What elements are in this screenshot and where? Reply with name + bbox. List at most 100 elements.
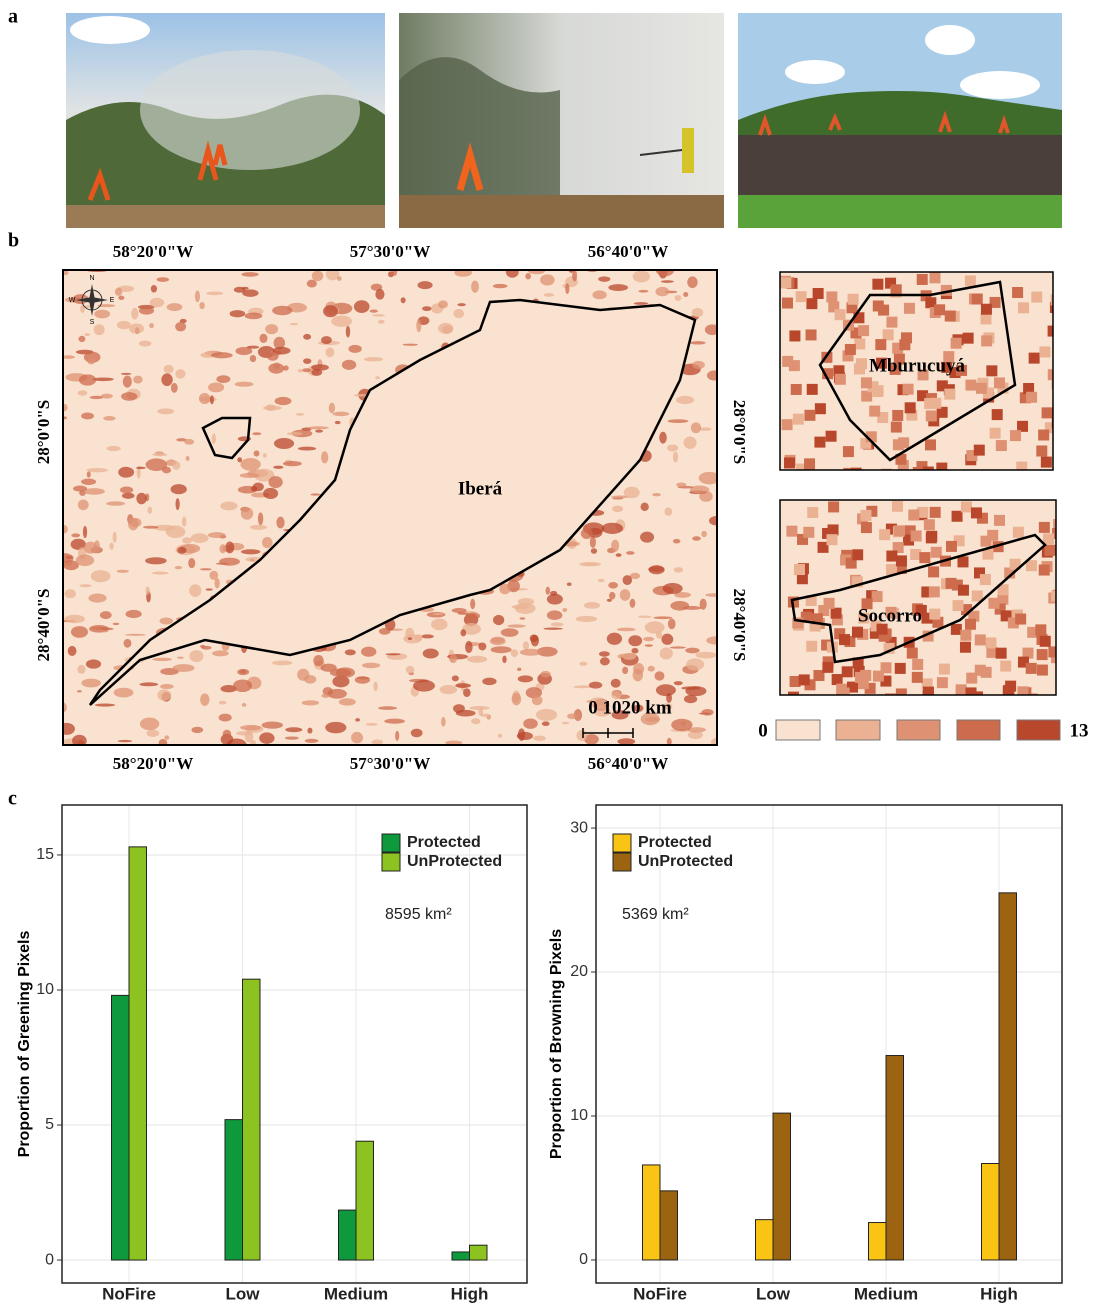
raster-cell bbox=[930, 397, 942, 409]
raster-patch bbox=[220, 501, 238, 511]
legend-label: Protected bbox=[638, 834, 712, 851]
raster-cell bbox=[892, 342, 904, 354]
raster-patch bbox=[460, 629, 467, 637]
raster-cell bbox=[853, 312, 865, 324]
raster-cell bbox=[857, 678, 869, 690]
raster-patch bbox=[621, 652, 637, 660]
raster-patch bbox=[81, 412, 95, 420]
scale-label: 0 1020 km bbox=[588, 697, 672, 718]
raster-cell bbox=[860, 522, 872, 534]
bar bbox=[224, 1119, 243, 1261]
raster-patch bbox=[695, 651, 717, 659]
raster-patch bbox=[297, 446, 317, 451]
raster-cell bbox=[782, 355, 794, 367]
raster-patch bbox=[70, 626, 89, 638]
bar bbox=[242, 978, 261, 1261]
raster-patch bbox=[492, 283, 508, 289]
compass-letter: S bbox=[90, 319, 95, 326]
raster-patch bbox=[644, 644, 654, 647]
raster-patch bbox=[209, 570, 219, 580]
raster-patch bbox=[421, 634, 434, 639]
y-axis-label: Proportion of Browning Pixels bbox=[548, 929, 565, 1159]
raster-patch bbox=[669, 646, 687, 649]
raster-cell bbox=[825, 430, 837, 442]
raster-cell bbox=[908, 509, 920, 521]
raster-cell bbox=[804, 679, 816, 691]
raster-cell bbox=[858, 612, 870, 624]
raster-patch bbox=[502, 655, 507, 664]
raster-patch bbox=[304, 738, 319, 743]
raster-patch bbox=[692, 536, 701, 541]
raster-patch bbox=[655, 631, 663, 639]
raster-patch bbox=[541, 721, 550, 726]
raster-patch bbox=[510, 649, 519, 657]
raster-patch bbox=[163, 364, 174, 374]
mburucuya-outline bbox=[201, 416, 252, 460]
raster-patch bbox=[597, 578, 605, 583]
raster-patch bbox=[388, 271, 394, 278]
raster-patch bbox=[675, 395, 695, 405]
raster-patch bbox=[92, 377, 114, 382]
raster-patch bbox=[226, 738, 247, 745]
raster-patch bbox=[673, 681, 683, 686]
raster-patch bbox=[467, 655, 488, 663]
raster-patch bbox=[540, 274, 555, 286]
raster-cell bbox=[885, 523, 897, 535]
raster-patch bbox=[63, 270, 69, 276]
raster-cell bbox=[878, 630, 890, 642]
raster-cell bbox=[903, 534, 915, 546]
raster-patch bbox=[666, 444, 679, 452]
raster-cell bbox=[899, 339, 911, 351]
raster-cell bbox=[805, 329, 817, 341]
bar bbox=[755, 1219, 774, 1261]
raster-cell bbox=[892, 542, 904, 554]
raster-patch bbox=[356, 676, 370, 680]
raster-cell bbox=[784, 457, 796, 469]
raster-patch bbox=[145, 458, 168, 471]
raster-patch bbox=[451, 607, 467, 613]
raster-cell bbox=[993, 514, 1005, 526]
raster-cell bbox=[839, 634, 851, 646]
raster-cell bbox=[995, 647, 1007, 659]
raster-patch bbox=[410, 728, 423, 738]
raster-patch bbox=[573, 685, 593, 689]
raster-cell bbox=[822, 368, 834, 380]
raster-cell bbox=[953, 535, 965, 547]
raster-patch bbox=[507, 624, 526, 628]
raster-patch bbox=[313, 654, 324, 667]
raster-cell bbox=[921, 678, 933, 690]
raster-cell bbox=[1012, 526, 1024, 538]
raster-patch bbox=[371, 739, 384, 745]
raster-cell bbox=[865, 431, 877, 443]
raster-cell bbox=[792, 617, 804, 629]
raster-cell bbox=[833, 365, 845, 377]
raster-patch bbox=[611, 690, 622, 700]
raster-patch bbox=[86, 467, 109, 473]
raster-cell bbox=[872, 670, 884, 682]
raster-patch bbox=[567, 713, 578, 720]
raster-patch bbox=[499, 583, 511, 595]
raster-cell bbox=[1049, 301, 1053, 313]
raster-patch bbox=[273, 336, 286, 350]
raster-patch bbox=[239, 473, 260, 478]
raster-cell bbox=[890, 284, 902, 296]
raster-patch bbox=[121, 492, 135, 499]
raster-patch bbox=[640, 502, 649, 512]
bar bbox=[469, 1244, 488, 1261]
raster-patch bbox=[633, 663, 645, 675]
raster-patch bbox=[593, 705, 611, 717]
raster-cell bbox=[925, 439, 937, 451]
raster-patch bbox=[622, 666, 629, 675]
raster-cell bbox=[895, 453, 907, 465]
raster-patch bbox=[90, 570, 111, 583]
raster-patch bbox=[375, 376, 380, 380]
raster-cell bbox=[809, 620, 821, 632]
raster-cell bbox=[843, 467, 855, 470]
raster-cell bbox=[985, 637, 997, 649]
raster-patch bbox=[158, 738, 168, 745]
raster-cell bbox=[858, 325, 870, 337]
raster-cell bbox=[917, 369, 929, 381]
raster-patch bbox=[164, 735, 170, 740]
raster-patch bbox=[644, 621, 665, 634]
raster-cell bbox=[792, 413, 804, 425]
